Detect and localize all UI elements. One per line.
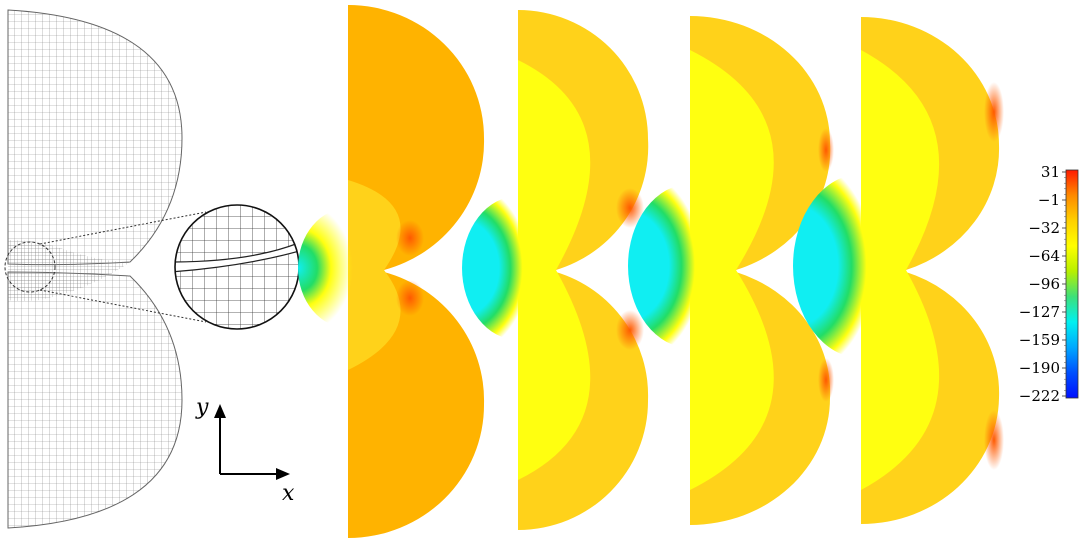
colorbar-tick-label: −96 — [1028, 275, 1060, 293]
y-axis-label: y — [195, 395, 209, 420]
colorbar-tick-label: −64 — [1028, 247, 1060, 265]
colorbar: 31 −1 −32 −64 −96 −127 −159 −190 −222 — [1019, 163, 1079, 405]
colorbar-tick-label: −127 — [1019, 303, 1060, 321]
field-panel-2 — [462, 10, 649, 531]
field-panel-4 — [793, 17, 1004, 524]
colorbar-tick-label: 31 — [1041, 163, 1060, 181]
zoom-connector-top — [39, 211, 207, 245]
colorbar-ticks: 31 −1 −32 −64 −96 −127 −159 −190 −222 — [1019, 163, 1066, 405]
mesh-zoom-source-circle — [4, 241, 56, 293]
colorbar-tick-label: −222 — [1019, 387, 1060, 405]
mesh-refined-region — [8, 240, 130, 301]
field-panel-3 — [628, 16, 834, 525]
zoom-connector-bottom — [39, 289, 207, 323]
colorbar-gradient — [1065, 169, 1079, 399]
mesh-panel — [4, 9, 300, 529]
axes-indicator: y x — [195, 395, 295, 506]
colorbar-tick-label: −190 — [1019, 359, 1060, 377]
colorbar-tick-label: −159 — [1019, 331, 1060, 349]
x-axis-label: x — [282, 481, 295, 506]
colorbar-tick-label: −1 — [1038, 191, 1060, 209]
mesh-upper-half — [7, 9, 183, 266]
field-panel-1 — [298, 5, 485, 538]
colorbar-tick-label: −32 — [1028, 219, 1060, 237]
mesh-lower-half — [7, 271, 183, 529]
